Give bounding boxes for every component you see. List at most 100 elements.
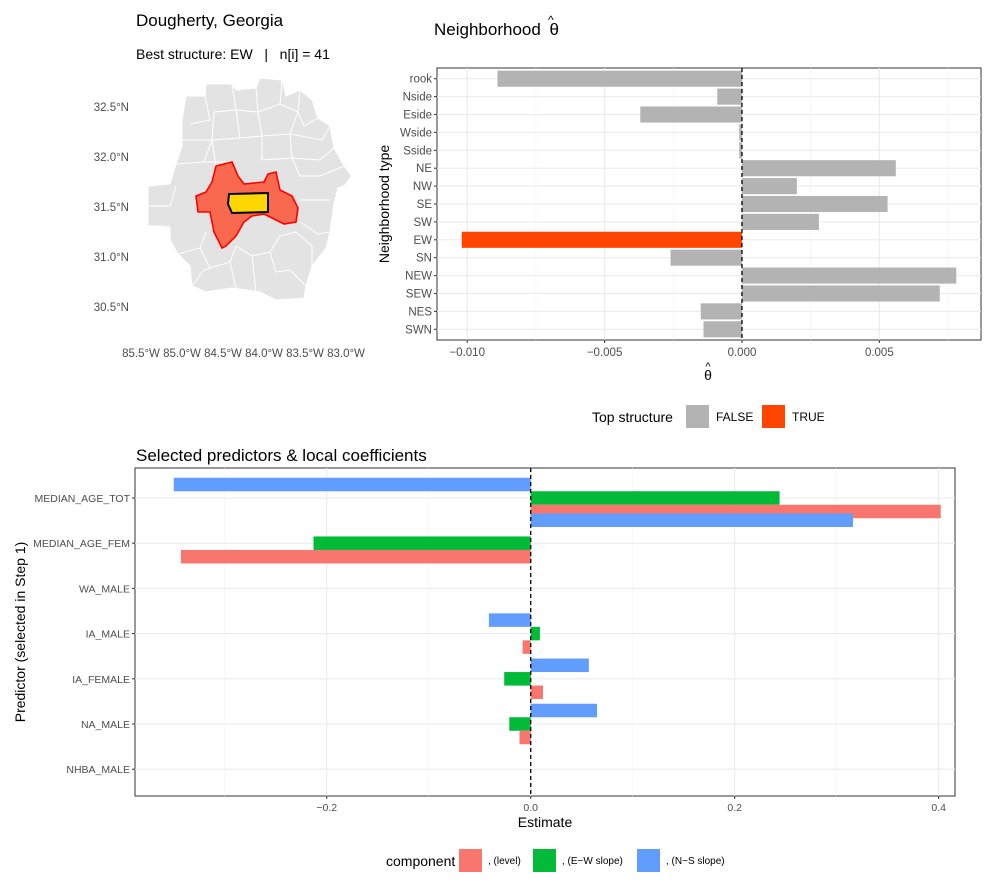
coef-x-tick-label: −0.2 bbox=[316, 802, 337, 814]
legend-label-level: , (level) bbox=[488, 856, 521, 867]
theta-bars bbox=[461, 70, 957, 338]
theta-category-labels: rook Nside Eside Wside Sside NE NW SE SW EW SN NEW S… bbox=[400, 74, 437, 336]
theta-bar-wside bbox=[739, 124, 742, 141]
county-line bbox=[148, 185, 177, 207]
theta-category-label: Wside bbox=[400, 127, 432, 139]
county-line bbox=[291, 147, 335, 161]
legend-label-ns-slope: , (N−S slope) bbox=[666, 856, 725, 867]
county-boundaries bbox=[148, 79, 345, 293]
legend-swatch-true bbox=[762, 405, 785, 428]
county-line bbox=[289, 125, 331, 141]
coef-bar bbox=[504, 672, 531, 686]
coef-bar bbox=[180, 549, 531, 564]
legend-swatch-ew-slope bbox=[533, 849, 556, 872]
map-latitude-labels: 32.5°N 32.0°N 31.5°N 31.0°N 30.5°N bbox=[94, 102, 129, 314]
theta-bar-nes bbox=[700, 303, 742, 320]
theta-bar-sside bbox=[739, 142, 742, 159]
theta-x-tick-label: 0.005 bbox=[865, 347, 894, 359]
coef-legend: component , (level) , (E−W slope) , (N−S… bbox=[386, 849, 725, 872]
map-title: Dougherty, Georgia bbox=[136, 11, 284, 30]
coef-category-label: NHBA_MALE bbox=[66, 764, 130, 776]
legend-label-true: TRUE bbox=[792, 410, 825, 424]
theta-category-label: NES bbox=[408, 306, 432, 318]
theta-category-label: NW bbox=[413, 181, 432, 193]
theta-x-axis-title: θ bbox=[704, 367, 712, 383]
coef-bar bbox=[530, 703, 598, 718]
coef-category-labels: MEDIAN_AGE_TOT MEDIAN_AGE_FEM WA_MALE IA_MA… bbox=[33, 493, 135, 776]
theta-x-axis-hat: ^ bbox=[705, 361, 711, 373]
coef-bar bbox=[488, 613, 531, 627]
local-coefficients-chart: Selected predictors & local coefficients… bbox=[12, 446, 956, 872]
neighborhood-theta-chart: Neighborhood θ ^ rook Nside Eside Wside Ssid… bbox=[376, 13, 982, 428]
coef-bar bbox=[173, 477, 531, 492]
map-lon-label: 85.0°W bbox=[163, 348, 201, 360]
map-lon-label: 85.5°W bbox=[122, 348, 160, 360]
theta-category-label: SEW bbox=[406, 288, 432, 300]
legend-swatch-ns-slope bbox=[637, 849, 660, 872]
coef-bar bbox=[313, 536, 531, 550]
map-lat-label: 31.0°N bbox=[94, 252, 129, 264]
theta-category-label: SN bbox=[416, 253, 432, 265]
map-lat-label: 32.0°N bbox=[94, 152, 129, 164]
coef-bar bbox=[530, 513, 854, 527]
coef-category-label: IA_FEMALE bbox=[72, 674, 130, 686]
coef-y-axis-title: Predictor (selected in Step 1) bbox=[12, 542, 28, 723]
theta-bar-nside bbox=[717, 88, 742, 105]
theta-x-tick-label: −0.010 bbox=[449, 347, 485, 359]
county-line bbox=[299, 221, 331, 235]
theta-chart-title: Neighborhood θ bbox=[434, 20, 559, 39]
legend-swatch-false bbox=[686, 405, 709, 428]
theta-bar-se bbox=[741, 195, 888, 213]
coef-category-label: MEDIAN_AGE_TOT bbox=[35, 493, 131, 505]
coef-category-label: IA_MALE bbox=[86, 629, 130, 641]
theta-title-text: Neighborhood bbox=[434, 20, 541, 39]
coef-x-tick-labels: −0.2 0.0 0.2 0.4 bbox=[316, 796, 946, 814]
coef-bar bbox=[522, 640, 531, 654]
map-lon-label: 83.5°W bbox=[286, 348, 324, 360]
coef-bars bbox=[173, 477, 941, 745]
theta-bar-ne bbox=[741, 160, 896, 177]
theta-bar-new bbox=[741, 267, 957, 284]
theta-title-symbol: θ bbox=[550, 20, 559, 39]
coef-x-tick-label: 0.2 bbox=[727, 802, 742, 814]
theta-legend-title: Top structure bbox=[592, 409, 673, 425]
theta-category-label: rook bbox=[410, 74, 433, 86]
theta-category-label: SW bbox=[413, 217, 432, 229]
map-lat-label: 32.5°N bbox=[94, 102, 129, 114]
coef-bar bbox=[519, 730, 531, 745]
coef-bar bbox=[530, 626, 540, 641]
theta-bar-eside bbox=[640, 106, 742, 123]
theta-category-label: Sside bbox=[403, 145, 432, 157]
coef-chart-title: Selected predictors & local coefficients bbox=[136, 446, 427, 465]
county-line bbox=[229, 261, 237, 289]
county-line bbox=[295, 231, 313, 266]
county-line bbox=[269, 251, 307, 287]
theta-y-axis-title: Neighborhood type bbox=[376, 145, 392, 264]
theta-bar-ew bbox=[461, 231, 742, 248]
coef-bar bbox=[530, 685, 543, 700]
coef-bar bbox=[530, 491, 780, 505]
map-panel: Dougherty, Georgia Best structure: EW | … bbox=[94, 11, 365, 360]
coef-category-label: NA_MALE bbox=[81, 719, 130, 731]
theta-category-label: Eside bbox=[403, 110, 432, 122]
theta-bar-rook bbox=[497, 70, 742, 87]
theta-category-label: SE bbox=[417, 199, 433, 211]
georgia-county-map bbox=[147, 77, 353, 301]
theta-x-tick-label: 0.000 bbox=[728, 347, 757, 359]
map-longitude-labels: 85.5°W 85.0°W 84.5°W 84.0°W 83.5°W 83.0°W bbox=[122, 348, 365, 360]
map-subtitle: Best structure: EW | n[i] = 41 bbox=[136, 46, 330, 62]
dougherty-focal-county bbox=[226, 191, 269, 215]
county-line bbox=[191, 267, 211, 287]
coef-legend-title: component bbox=[386, 853, 455, 869]
theta-category-label: NEW bbox=[405, 271, 432, 283]
county-line bbox=[291, 157, 345, 177]
theta-legend: Top structure FALSE TRUE bbox=[592, 405, 825, 428]
coef-bar bbox=[509, 717, 531, 731]
coef-category-label: WA_MALE bbox=[79, 583, 130, 595]
map-lat-label: 31.5°N bbox=[94, 202, 129, 214]
county-line bbox=[189, 95, 211, 125]
coef-x-tick-label: 0.4 bbox=[931, 802, 946, 814]
county-line bbox=[297, 111, 319, 127]
map-lat-label: 30.5°N bbox=[94, 302, 129, 314]
